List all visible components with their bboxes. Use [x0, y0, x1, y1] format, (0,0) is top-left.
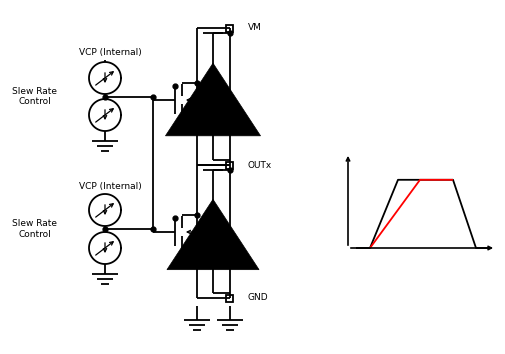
Text: VM: VM [247, 23, 262, 33]
Bar [226, 24, 233, 32]
Text: OUTx: OUTx [247, 160, 272, 170]
Bar [226, 161, 233, 169]
Text: Slew Rate
Control: Slew Rate Control [13, 87, 58, 106]
Polygon shape [165, 63, 260, 136]
Text: Slew Rate
Control: Slew Rate Control [13, 219, 58, 239]
Text: GND: GND [247, 293, 268, 303]
Text: VCP (Internal): VCP (Internal) [78, 182, 141, 190]
Polygon shape [167, 199, 259, 270]
Text: VCP (Internal): VCP (Internal) [78, 47, 141, 57]
Bar [226, 295, 233, 302]
